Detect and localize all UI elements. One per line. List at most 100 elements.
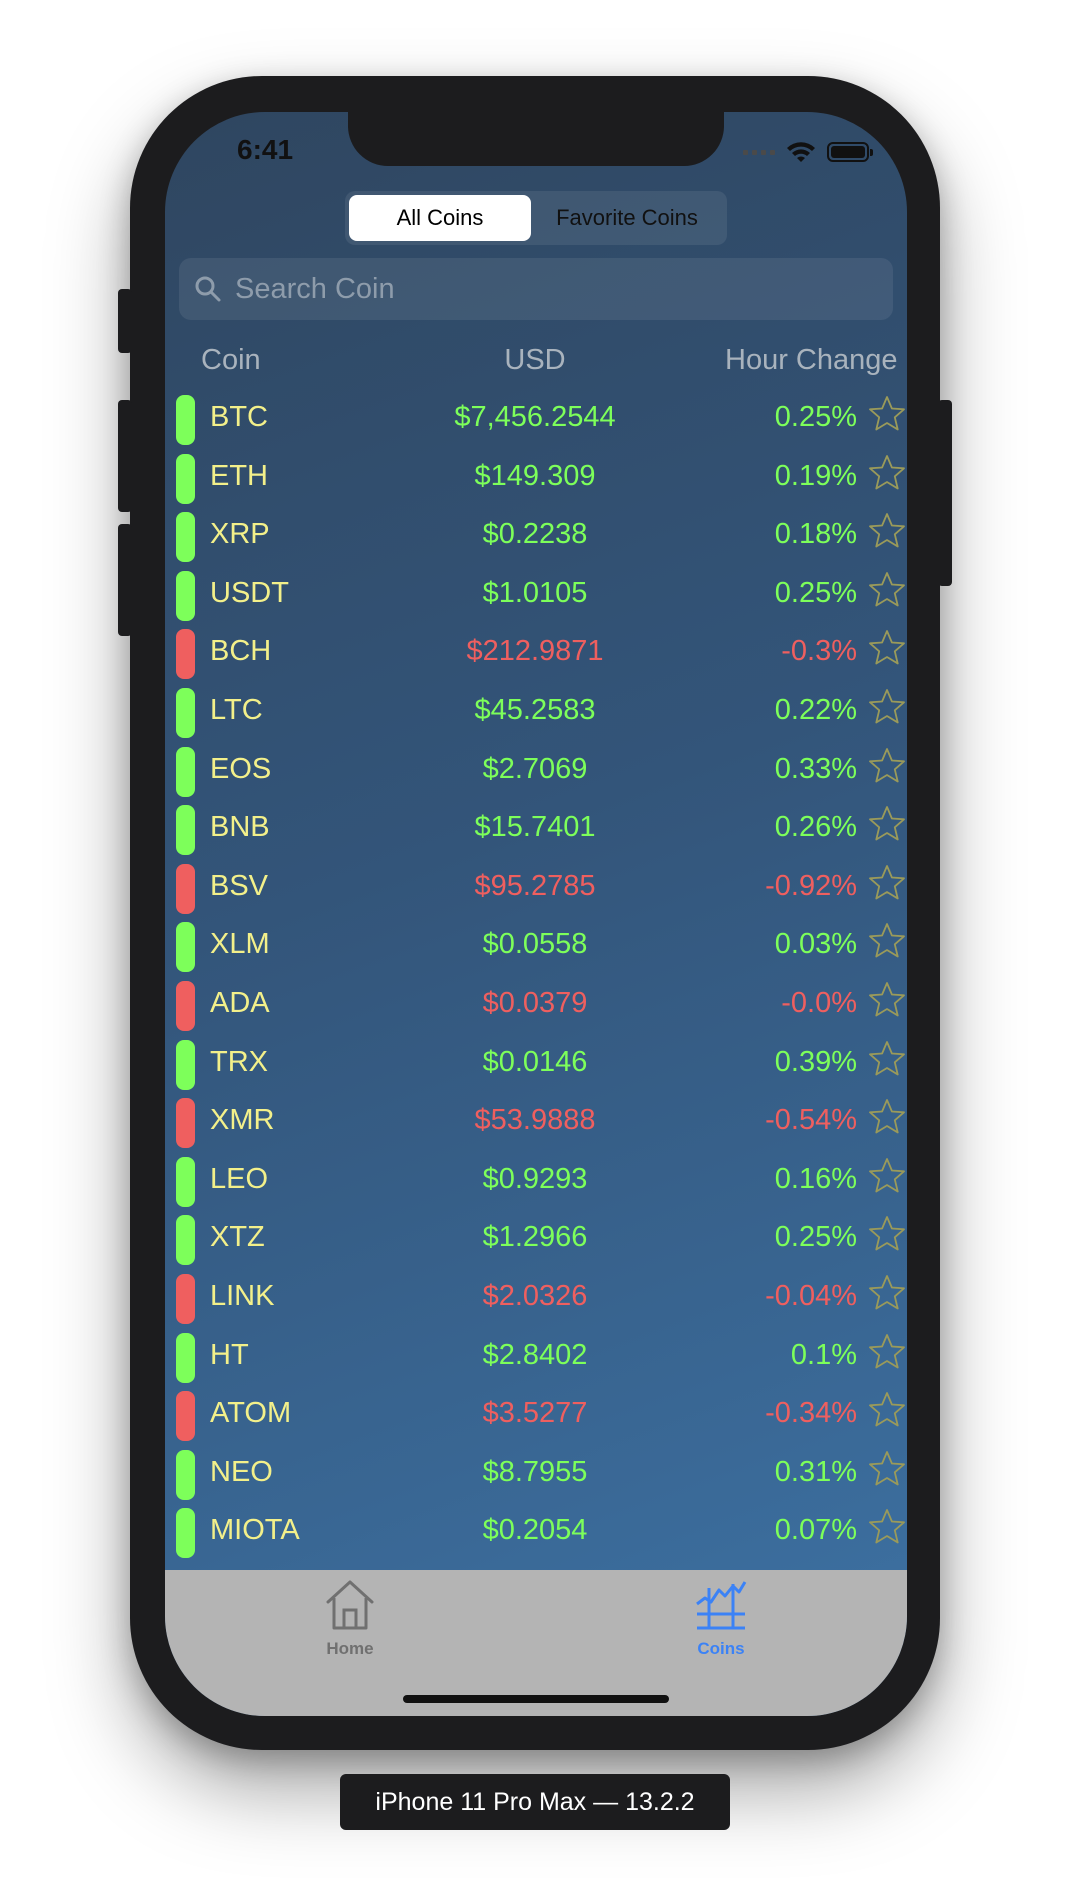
coin-row[interactable]: LTC $45.2583 0.22%: [165, 683, 907, 742]
coin-row[interactable]: BSV $95.2785 -0.92%: [165, 859, 907, 918]
home-indicator[interactable]: [403, 1695, 669, 1703]
coin-row[interactable]: XLM $0.0558 0.03%: [165, 917, 907, 976]
coin-symbol: ATOM: [210, 1397, 292, 1430]
coin-hour-change: 0.1%: [790, 1338, 857, 1371]
coin-price: $53.9888: [474, 1104, 596, 1137]
search-icon: [195, 276, 221, 302]
favorite-star-icon[interactable]: [867, 980, 907, 1020]
favorite-star-icon[interactable]: [867, 687, 907, 727]
favorite-star-icon[interactable]: [867, 1039, 907, 1079]
segment-favorite-coins[interactable]: Favorite Coins: [556, 205, 698, 230]
coin-price: $0.9293: [482, 1162, 588, 1195]
coin-hour-change: -0.3%: [781, 635, 857, 668]
favorite-star-icon[interactable]: [867, 804, 907, 844]
trend-indicator-bar: [176, 687, 195, 738]
trend-indicator-bar: [176, 1449, 195, 1500]
trend-indicator-bar: [176, 1391, 195, 1442]
coin-hour-change: 0.25%: [774, 401, 857, 433]
coin-symbol: LTC: [210, 693, 263, 726]
coin-row[interactable]: BNB $15.7401 0.26%: [165, 800, 907, 859]
coin-hour-change: -0.54%: [765, 1104, 857, 1137]
favorite-star-icon[interactable]: [867, 1273, 907, 1313]
app-screen: 6:41 All Coins Favorite Coins Coin USD H…: [165, 112, 907, 1716]
coin-symbol: LEO: [210, 1162, 269, 1195]
favorite-star-icon[interactable]: [867, 453, 907, 493]
coin-row[interactable]: ADA $0.0379 -0.0%: [165, 976, 907, 1035]
favorite-star-icon[interactable]: [867, 511, 907, 551]
favorite-star-icon[interactable]: [867, 746, 907, 786]
coin-row[interactable]: XMR $53.9888 -0.54%: [165, 1093, 907, 1152]
coin-row[interactable]: NEO $8.7955 0.31%: [165, 1445, 907, 1504]
trend-indicator-bar: [176, 570, 195, 621]
coin-hour-change: 0.25%: [774, 576, 857, 609]
coin-hour-change: 0.03%: [774, 928, 857, 961]
segment-all-coins[interactable]: All Coins: [349, 195, 531, 241]
coin-price: $0.0558: [482, 928, 588, 961]
trend-indicator-bar: [176, 805, 195, 856]
coin-row[interactable]: HT $2.8402 0.1%: [165, 1328, 907, 1387]
search-input[interactable]: [233, 271, 837, 307]
tab-home-label: Home: [326, 1639, 374, 1658]
trend-indicator-bar: [176, 980, 195, 1031]
coin-row[interactable]: LINK $2.0326 -0.04%: [165, 1269, 907, 1328]
coin-symbol: XLM: [210, 928, 270, 961]
coin-row[interactable]: BCH $212.9871 -0.3%: [165, 624, 907, 683]
coin-filter-segmented-control: All Coins Favorite Coins: [345, 191, 727, 245]
coin-row[interactable]: ETH $149.309 0.19%: [165, 449, 907, 508]
coin-price: $15.7401: [474, 811, 596, 844]
favorite-star-icon[interactable]: [867, 921, 907, 961]
coin-hour-change: 0.33%: [774, 752, 857, 785]
favorite-star-icon[interactable]: [867, 394, 907, 434]
coin-symbol: BNB: [210, 811, 270, 844]
chart-icon: [696, 1581, 747, 1630]
tab-home[interactable]: Home: [290, 1578, 410, 1659]
coin-row[interactable]: XTZ $1.2966 0.25%: [165, 1210, 907, 1269]
trend-indicator-bar: [176, 863, 195, 914]
coin-price: $0.2238: [482, 518, 588, 551]
coin-symbol: BCH: [210, 635, 272, 668]
coin-row[interactable]: MIOTA $0.2054 0.07%: [165, 1503, 907, 1562]
trend-indicator-bar: [176, 1098, 195, 1149]
coin-hour-change: 0.19%: [774, 459, 857, 492]
trend-indicator-bar: [176, 453, 195, 504]
coin-price: $45.2583: [474, 693, 596, 726]
coin-row[interactable]: USDT $1.0105 0.25%: [165, 566, 907, 625]
coin-symbol: XMR: [210, 1104, 275, 1137]
coin-row[interactable]: LEO $0.9293 0.16%: [165, 1152, 907, 1211]
search-bar[interactable]: [179, 258, 893, 320]
coin-row[interactable]: XRP $0.2238 0.18%: [165, 507, 907, 566]
favorite-star-icon[interactable]: [867, 1390, 907, 1430]
trend-indicator-bar: [176, 1273, 195, 1324]
volume-up-button: [118, 400, 132, 512]
trend-indicator-bar: [176, 746, 195, 797]
coin-row[interactable]: ATOM $3.5277 -0.34%: [165, 1386, 907, 1445]
coin-price: $0.0146: [482, 1045, 588, 1078]
trend-indicator-bar: [176, 1156, 195, 1207]
favorite-star-icon[interactable]: [867, 863, 907, 903]
favorite-star-icon[interactable]: [867, 1507, 907, 1547]
coin-row[interactable]: BTC $7,456.2544 0.25%: [165, 390, 907, 449]
battery-icon: [827, 142, 873, 162]
coin-row[interactable]: EOS $2.7069 0.33%: [165, 742, 907, 801]
coin-symbol: ETH: [210, 459, 268, 492]
status-indicators: [743, 140, 873, 164]
coin-symbol: LINK: [210, 1279, 275, 1312]
favorite-star-icon[interactable]: [867, 628, 907, 668]
coin-symbol: MIOTA: [210, 1514, 300, 1547]
coin-price: $149.309: [474, 459, 596, 492]
favorite-star-icon[interactable]: [867, 1332, 907, 1372]
notch: [348, 112, 724, 166]
coin-symbol: XRP: [210, 518, 270, 551]
favorite-star-icon[interactable]: [867, 1449, 907, 1489]
coin-hour-change: 0.16%: [774, 1162, 857, 1195]
coin-row[interactable]: TRX $0.0146 0.39%: [165, 1035, 907, 1094]
favorite-star-icon[interactable]: [867, 570, 907, 610]
tab-coins[interactable]: Coins: [661, 1578, 781, 1659]
coin-price: $0.2054: [482, 1514, 588, 1547]
favorite-star-icon[interactable]: [867, 1156, 907, 1196]
favorite-star-icon[interactable]: [867, 1097, 907, 1137]
coin-hour-change: -0.04%: [765, 1279, 857, 1312]
coin-symbol: ADA: [210, 986, 270, 1019]
coin-price: $2.8402: [482, 1338, 588, 1371]
favorite-star-icon[interactable]: [867, 1214, 907, 1254]
